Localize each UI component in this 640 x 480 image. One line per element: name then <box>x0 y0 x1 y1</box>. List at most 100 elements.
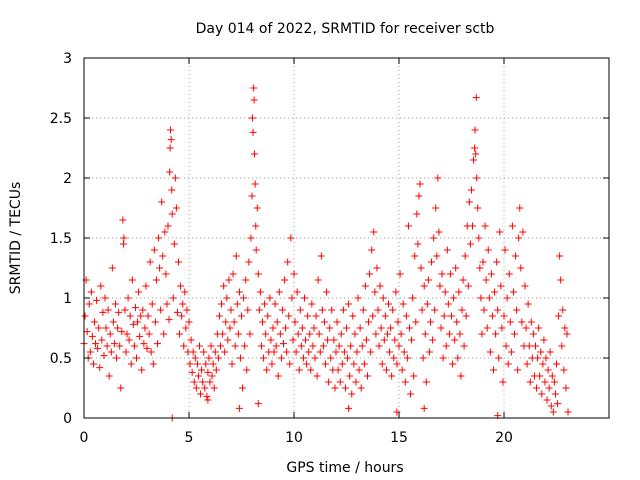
data-point <box>163 300 171 308</box>
data-point <box>118 328 126 336</box>
data-point <box>532 342 539 350</box>
data-point <box>428 258 436 266</box>
data-point <box>410 372 418 380</box>
data-point <box>358 342 366 350</box>
data-point <box>83 328 91 336</box>
data-point <box>537 348 545 356</box>
data-point <box>103 342 111 350</box>
data-point <box>493 258 501 266</box>
data-point <box>558 342 566 350</box>
data-point <box>206 378 214 386</box>
data-point <box>441 288 449 296</box>
data-point <box>290 270 298 278</box>
data-point <box>361 282 369 290</box>
data-point <box>312 312 320 320</box>
data-point <box>123 330 131 338</box>
data-point <box>145 330 153 338</box>
data-point <box>427 318 434 326</box>
data-point <box>453 318 461 326</box>
data-point <box>407 390 415 398</box>
data-point <box>169 294 177 302</box>
data-point <box>478 330 486 338</box>
data-point <box>461 252 469 260</box>
data-point <box>119 240 127 248</box>
data-point <box>355 366 363 374</box>
data-point <box>245 258 253 266</box>
data-point <box>252 246 260 254</box>
data-point <box>246 330 254 338</box>
data-point <box>177 282 185 290</box>
data-point <box>425 348 433 356</box>
data-point <box>496 228 504 236</box>
data-point <box>513 306 521 314</box>
data-point <box>144 312 152 320</box>
data-point <box>212 366 220 374</box>
data-point <box>521 282 529 290</box>
data-point <box>271 300 279 308</box>
data-point <box>539 360 547 368</box>
chart-title: Day 014 of 2022, SRMTID for receiver sct… <box>196 21 495 37</box>
data-point <box>315 330 323 338</box>
data-point <box>404 222 412 230</box>
data-point <box>187 336 195 344</box>
data-point <box>339 306 347 314</box>
data-point <box>376 282 384 290</box>
data-point <box>266 294 274 302</box>
data-point <box>346 372 354 380</box>
data-point <box>451 336 459 344</box>
data-point <box>121 306 129 314</box>
data-point <box>424 276 432 284</box>
data-point <box>563 330 571 338</box>
data-point <box>199 378 207 386</box>
data-point <box>429 336 437 344</box>
data-point <box>326 324 334 332</box>
data-point <box>298 324 306 332</box>
data-point <box>263 366 271 374</box>
data-point <box>113 354 121 362</box>
data-point <box>148 300 156 308</box>
data-point <box>527 318 535 326</box>
data-point <box>330 336 338 344</box>
data-point <box>296 306 304 314</box>
data-point <box>385 300 392 308</box>
data-point <box>261 300 269 308</box>
data-point <box>387 324 395 332</box>
tick-labels: 0 5 10 15 20 0 0.5 1 1.5 2 2.5 3 <box>50 51 513 446</box>
data-point <box>433 252 441 260</box>
data-point <box>210 384 218 392</box>
data-point <box>104 306 112 314</box>
data-point <box>243 366 251 374</box>
data-point <box>202 360 210 368</box>
data-point <box>504 360 512 368</box>
data-point <box>443 246 451 254</box>
data-point <box>138 366 146 374</box>
data-point <box>495 354 503 362</box>
data-point <box>247 234 255 242</box>
data-point <box>264 312 272 320</box>
data-point <box>124 294 132 302</box>
data-point <box>518 318 526 326</box>
data-point <box>127 360 135 368</box>
data-point <box>142 282 150 290</box>
data-point <box>172 204 180 212</box>
data-point <box>367 348 375 356</box>
data-point <box>217 342 224 350</box>
data-point <box>186 360 194 368</box>
data-point <box>383 330 391 338</box>
data-point <box>529 330 537 338</box>
data-point <box>454 354 462 362</box>
data-point <box>203 392 211 400</box>
data-point <box>316 348 324 356</box>
data-point <box>534 354 542 362</box>
data-point <box>431 306 439 314</box>
data-point <box>238 312 245 320</box>
data-point <box>506 318 514 326</box>
data-point <box>318 306 326 314</box>
data-point <box>359 306 367 314</box>
data-point <box>536 372 544 380</box>
data-point <box>432 204 440 212</box>
data-point <box>415 192 423 200</box>
data-point <box>228 360 236 368</box>
data-point <box>302 336 310 344</box>
data-point <box>488 312 496 320</box>
